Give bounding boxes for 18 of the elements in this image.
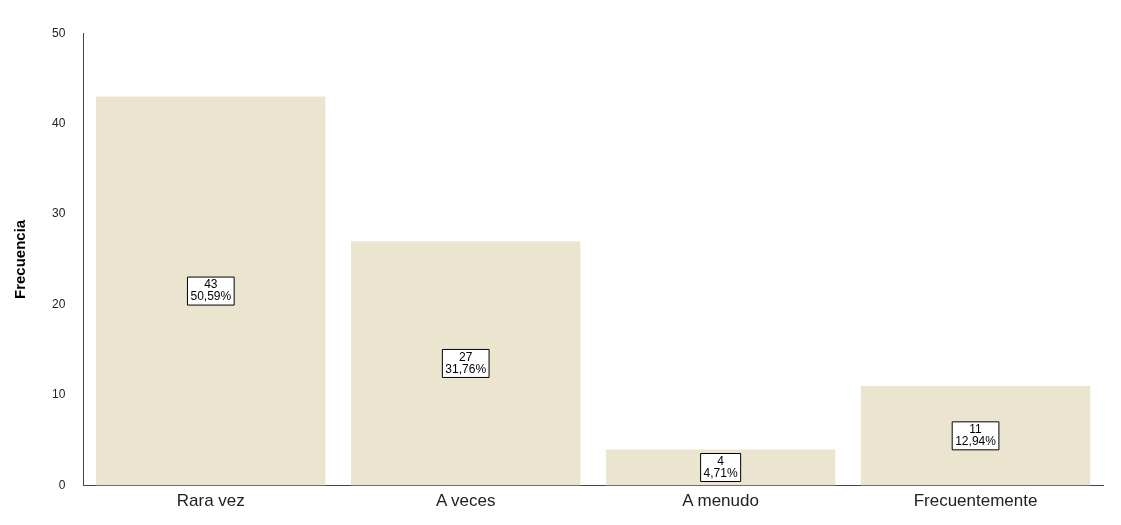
bar xyxy=(860,386,1091,486)
x-tick-label: Rara vez xyxy=(176,491,245,511)
data-label: 27 31,76% xyxy=(445,349,487,376)
data-label: 43 50,59% xyxy=(190,277,232,304)
y-tick-label: 50 xyxy=(51,25,66,40)
x-tick-label: A menudo xyxy=(682,491,759,511)
y-tick-label: 0 xyxy=(58,477,66,492)
y-tick-label: 30 xyxy=(51,206,66,221)
bar xyxy=(351,241,581,486)
y-tick-label: 20 xyxy=(51,296,66,311)
y-axis-title: Frecuencia xyxy=(11,219,29,300)
data-label: 11 12,94% xyxy=(955,422,997,449)
x-tick-label: A veces xyxy=(435,491,496,511)
y-tick-label: 40 xyxy=(51,115,66,130)
y-tick-label: 10 xyxy=(51,387,66,402)
data-label: 4 4,71% xyxy=(703,453,738,480)
x-tick-label: Frecuentemente xyxy=(913,491,1038,511)
bar xyxy=(96,96,326,486)
